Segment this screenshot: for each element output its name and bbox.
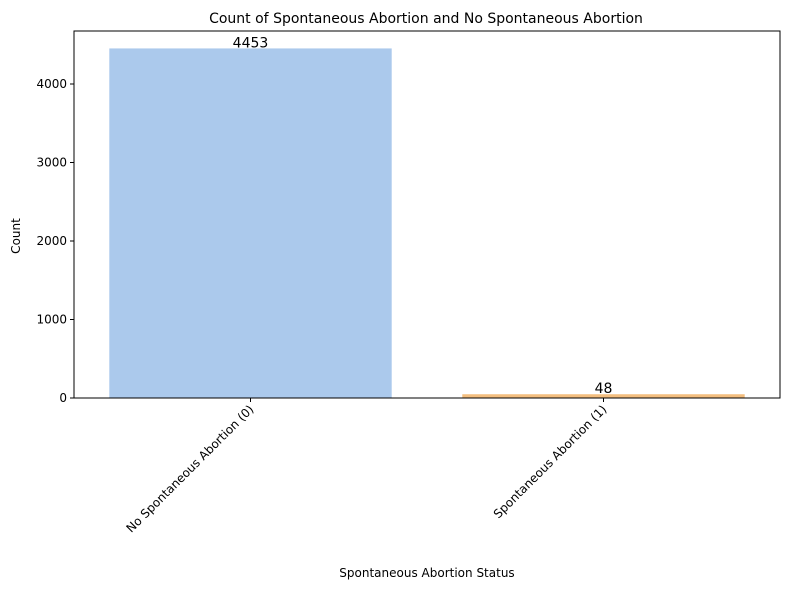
x-axis-ticks: No Spontaneous Abortion (0) Spontaneous A… — [123, 398, 610, 535]
bar-value-label: 48 — [595, 381, 613, 397]
y-tick-label: 0 — [59, 391, 67, 405]
y-tick-label: 1000 — [36, 312, 67, 326]
y-tick-label: 4000 — [36, 77, 67, 91]
y-tick-label: 2000 — [36, 234, 67, 248]
x-tick-label: Spontaneous Abortion (1) — [491, 402, 610, 521]
plot-frame — [73, 30, 781, 399]
x-tick-label: No Spontaneous Abortion (0) — [123, 402, 256, 535]
y-tick-label: 3000 — [36, 155, 67, 169]
bar-0 — [109, 48, 392, 399]
y-axis-label: Count — [9, 218, 23, 254]
bar-labels-group: 4453 48 — [233, 35, 613, 397]
bar-1 — [462, 394, 745, 398]
bar-value-label: 4453 — [233, 35, 269, 51]
bars-group — [109, 48, 745, 399]
y-axis-ticks: 0 1000 2000 3000 4000 — [36, 77, 74, 405]
chart-title: Count of Spontaneous Abortion and No Spo… — [209, 11, 643, 27]
x-axis-label: Spontaneous Abortion Status — [339, 566, 514, 580]
